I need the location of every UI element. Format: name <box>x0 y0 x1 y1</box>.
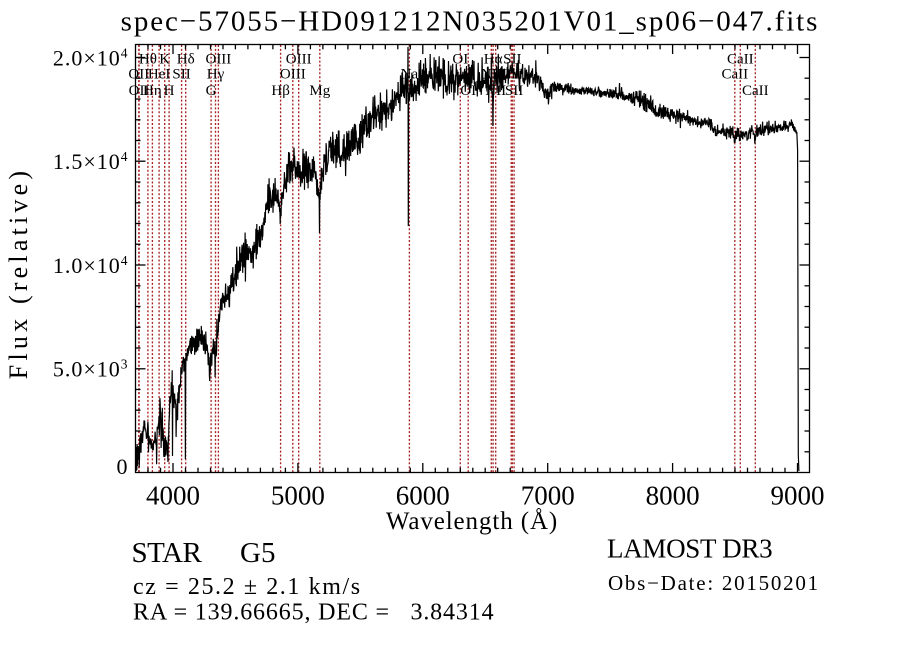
svg-text:spec−57055−HD091212N035201V01_: spec−57055−HD091212N035201V01_sp06−047.f… <box>121 6 820 38</box>
svg-text:6000: 6000 <box>396 481 450 511</box>
svg-text:HeI: HeI <box>148 67 171 83</box>
svg-text:OIII: OIII <box>280 67 306 83</box>
svg-text:OIII: OIII <box>286 52 312 68</box>
svg-text:Wavelength (Å): Wavelength (Å) <box>386 508 558 535</box>
svg-text:Hγ: Hγ <box>207 67 225 83</box>
svg-text:LiI: LiI <box>502 67 520 83</box>
svg-text:STAR: STAR <box>132 537 203 569</box>
svg-text:NII: NII <box>481 67 502 83</box>
svg-text:SII: SII <box>172 67 190 83</box>
svg-text:LAMOST DR3: LAMOST DR3 <box>607 534 772 564</box>
svg-text:cz = 25.2 ± 2.1 km/s: cz = 25.2 ± 2.1 km/s <box>133 574 362 600</box>
svg-text:5000: 5000 <box>271 481 325 511</box>
svg-text:G: G <box>206 83 217 99</box>
svg-text:2.0×104: 2.0×104 <box>53 46 129 71</box>
svg-text:0: 0 <box>117 454 129 479</box>
svg-text:OIII: OIII <box>205 52 231 68</box>
svg-text:9000: 9000 <box>771 481 825 511</box>
svg-text:OII: OII <box>128 67 149 83</box>
svg-text:H: H <box>164 83 175 99</box>
svg-text:5.0×103: 5.0×103 <box>53 357 129 382</box>
svg-text:Hδ: Hδ <box>177 52 195 68</box>
svg-text:8000: 8000 <box>646 481 700 511</box>
svg-text:Mg: Mg <box>309 83 330 99</box>
svg-text:1.5×104: 1.5×104 <box>53 149 129 174</box>
svg-text:Hβ: Hβ <box>271 83 289 99</box>
svg-text:G5: G5 <box>240 537 275 569</box>
svg-text:1.0×104: 1.0×104 <box>53 253 129 278</box>
svg-text:Obs−Date: 20150201: Obs−Date: 20150201 <box>608 571 820 595</box>
svg-text:4000: 4000 <box>146 481 200 511</box>
svg-text:RA = 139.66665, DEC = 3.8431: RA = 139.66665, DEC = 3.84314 <box>133 600 494 626</box>
svg-text:Hθ: Hθ <box>139 52 157 68</box>
svg-text:CaII: CaII <box>742 83 769 99</box>
svg-text:SII: SII <box>503 52 521 68</box>
svg-text:SII: SII <box>505 83 523 99</box>
svg-text:Hη: Hη <box>143 83 162 99</box>
svg-text:7000: 7000 <box>521 481 575 511</box>
svg-text:Hα: Hα <box>484 52 503 68</box>
svg-text:CaII: CaII <box>727 52 754 68</box>
svg-text:OI: OI <box>452 52 468 68</box>
svg-text:Flux (relative): Flux (relative) <box>4 167 33 379</box>
svg-text:Na: Na <box>401 67 419 83</box>
svg-text:NII: NII <box>485 83 506 99</box>
svg-text:CaII: CaII <box>721 67 748 83</box>
svg-text:OII: OII <box>129 83 150 99</box>
svg-text:OI: OI <box>460 83 476 99</box>
svg-text:K: K <box>159 52 170 68</box>
